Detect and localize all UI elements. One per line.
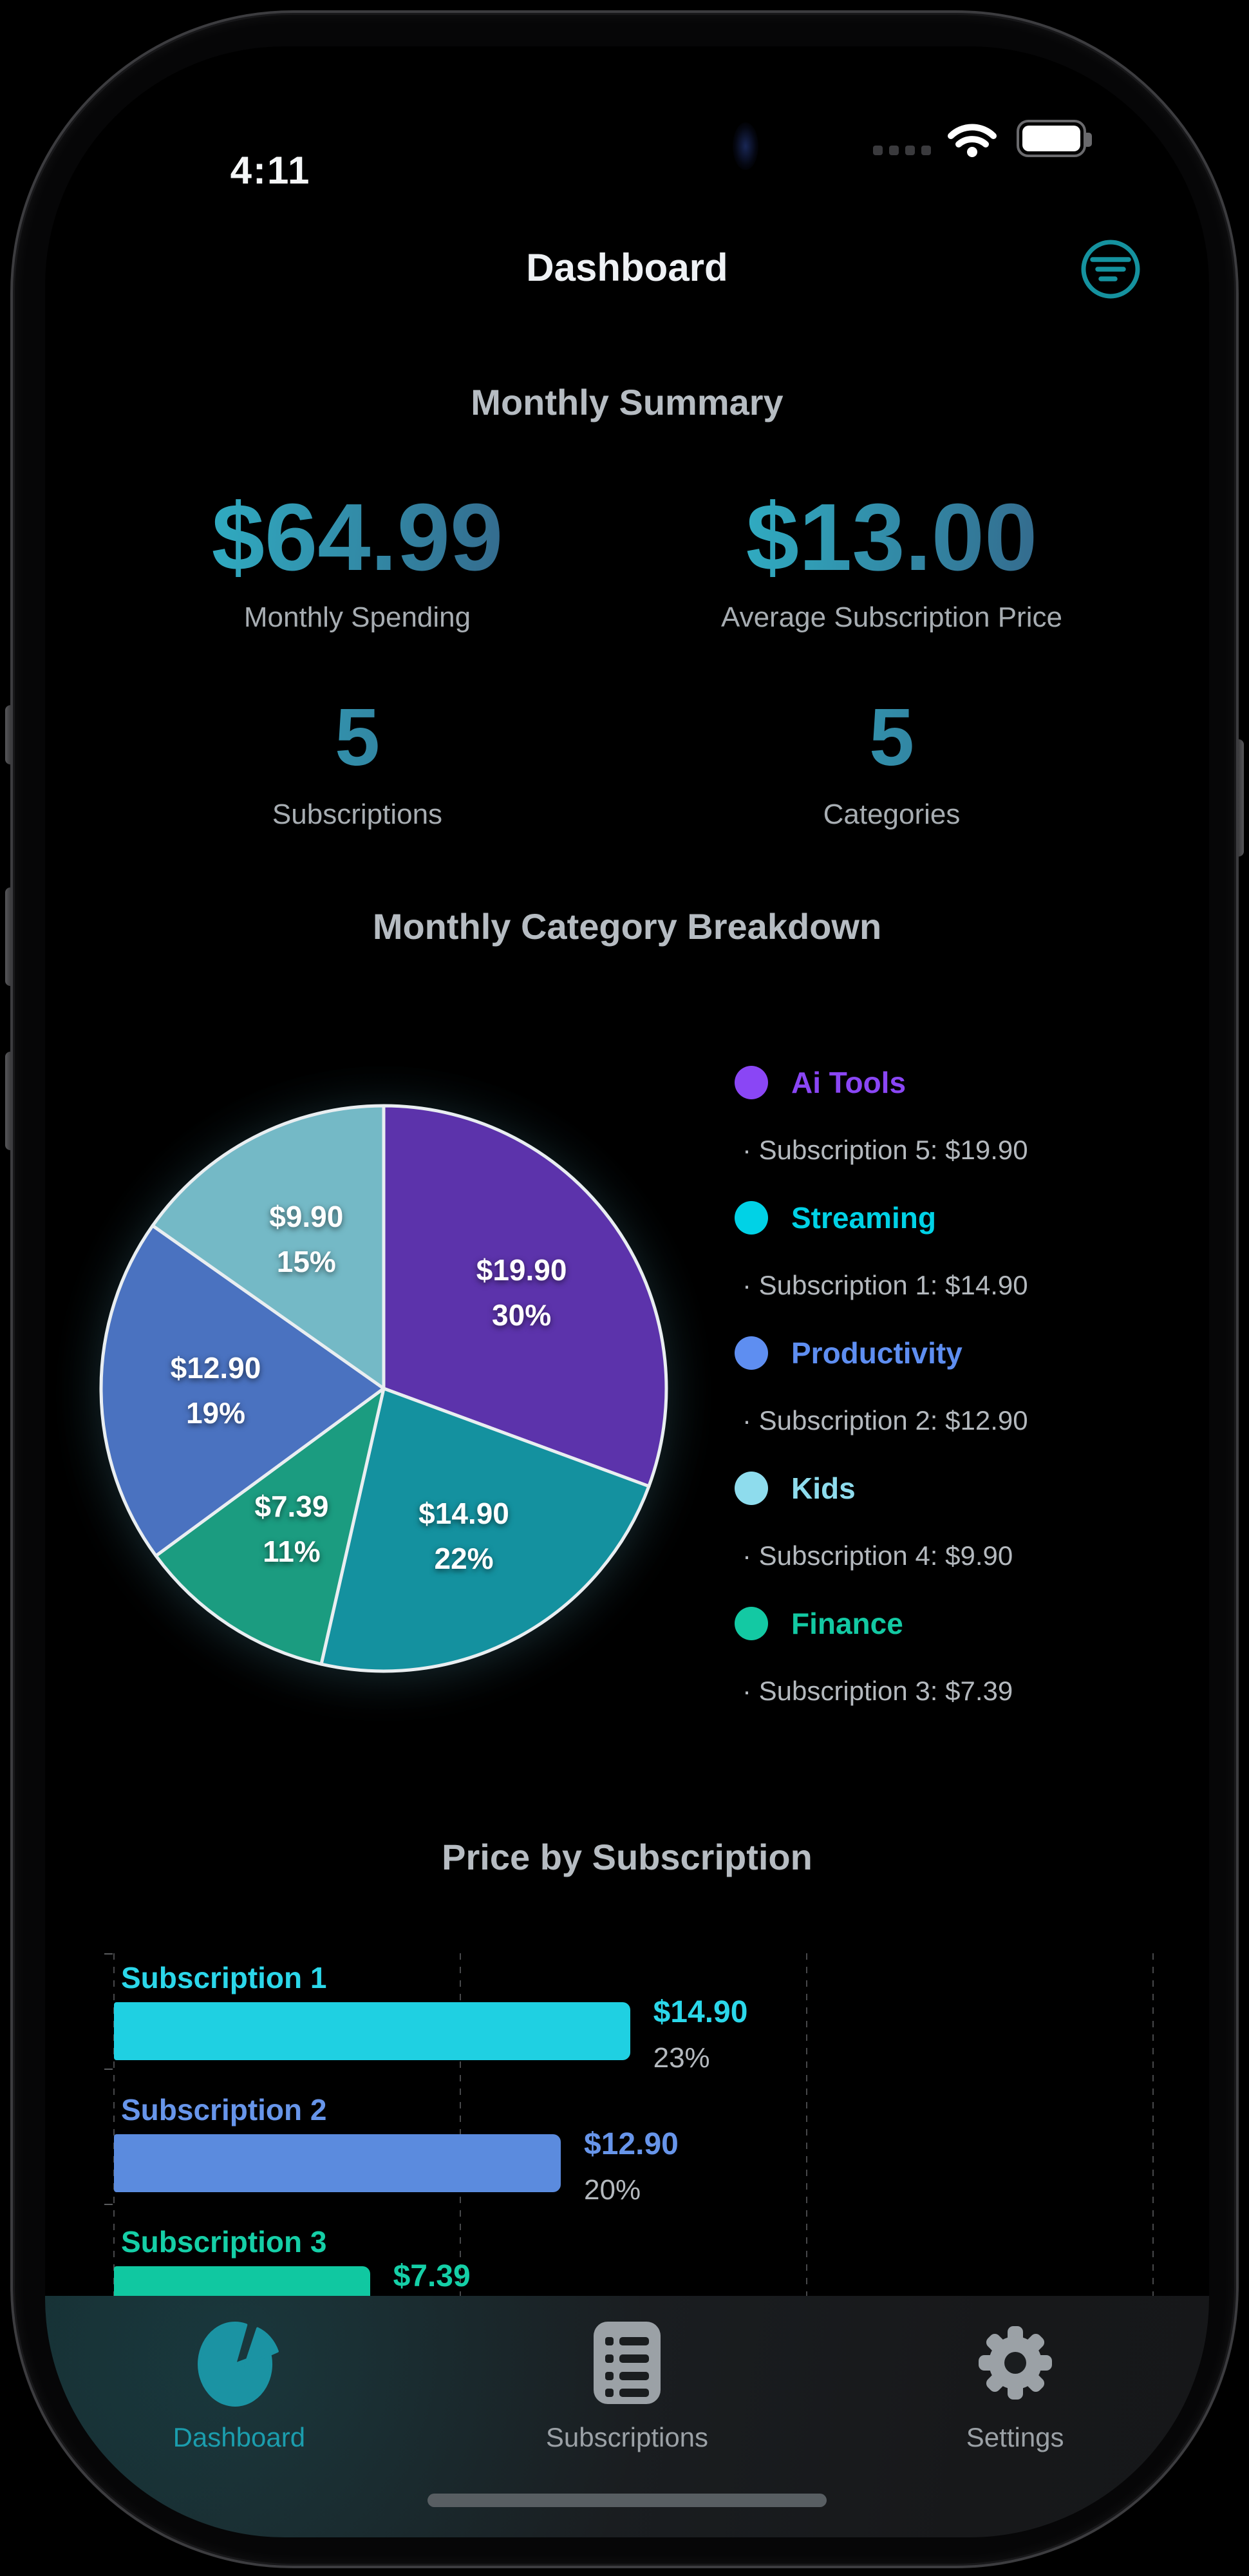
gridline [1152,1953,1154,2301]
stat-categories-count: 5 Categories [634,697,1149,831]
bar-row-label: Subscription 2 [121,2093,327,2126]
legend-subscription-detail: · Subscription 3: $7.39 [742,1676,1013,1706]
pie-chart-icon [196,2314,281,2412]
tab-dashboard[interactable]: Dashboard [45,2314,433,2537]
legend-category-label: Productivity [791,1336,963,1370]
axis-tick [104,2069,113,2070]
cellular-signal-icon [873,146,931,155]
stat-value: $64.99 [100,489,615,586]
stat-value: 5 [634,697,1149,778]
stat-label: Monthly Spending [243,601,471,633]
stat-value: 5 [100,697,615,778]
bar-subscription-1[interactable] [114,2002,630,2060]
bar-row-label: Subscription 1 [121,1961,327,1994]
stat-label: Subscriptions [272,799,443,830]
pie-slice-ai-tools[interactable] [382,1104,668,1488]
bar-percent-label: 23% [653,2042,710,2074]
bar-chart: Subscription 1 $14.90 23% Subscription 2 $12… [45,1953,1209,2340]
stat-label: Average Subscription Price [721,601,1062,633]
legend-subscription-detail: · Subscription 2: $12.90 [742,1405,1028,1435]
gridline [113,1953,115,2301]
stat-average-price: $13.00 Average Subscription Price [634,489,1149,634]
legend-category-label: Ai Tools [791,1066,906,1099]
breakdown-title: Monthly Category Breakdown [372,906,882,947]
legend-item-streaming: Streaming [735,1197,936,1238]
pie-slice-productivity[interactable] [99,1224,386,1558]
legend-dot [735,1472,768,1505]
pie-slice-finance[interactable] [154,1387,386,1666]
bar-value-label: $14.90 [653,1995,748,2029]
stat-monthly-spending: $64.99 Monthly Spending [100,489,615,634]
gridline [460,1953,461,2301]
phone-frame: 4:11 Dashboard Monthly Summary $64.99 Mo… [10,10,1239,2568]
summary-title: Monthly Summary [471,382,784,422]
stat-label: Categories [823,799,961,830]
status-time: 4:11 [230,149,311,192]
tab-label: Settings [966,2422,1064,2452]
legend-item-finance: Finance [735,1603,903,1644]
page-title: Dashboard [526,246,728,289]
tab-label: Dashboard [173,2422,306,2452]
bar-value-label: $12.90 [584,2127,679,2161]
pie-slice-streaming[interactable] [319,1387,651,1673]
legend-subscription-detail: · Subscription 4: $9.90 [742,1540,1013,1571]
list-icon [588,2314,666,2412]
filter-button[interactable] [1078,237,1143,301]
stat-value: $13.00 [634,489,1149,586]
bar-subscription-2[interactable] [114,2134,561,2192]
axis-tick [104,2204,113,2205]
axis-tick [104,1953,113,1955]
legend-item-ai-tools: Ai Tools [735,1062,906,1103]
front-camera [733,122,758,170]
legend-dot [735,1336,768,1370]
bar-row-label: Subscription 3 [121,2225,327,2259]
legend-dot [735,1201,768,1235]
legend-category-label: Kids [791,1472,856,1505]
legend-category-label: Streaming [791,1201,936,1235]
stat-subscriptions-count: 5 Subscriptions [100,697,615,831]
home-indicator[interactable] [427,2494,827,2507]
legend-subscription-detail: · Subscription 1: $14.90 [742,1270,1028,1300]
wifi-icon [948,124,997,157]
tab-settings[interactable]: Settings [821,2314,1209,2537]
gear-icon [973,2314,1057,2412]
battery-icon [1017,120,1092,157]
phone-screen: 4:11 Dashboard Monthly Summary $64.99 Mo… [45,46,1209,2537]
legend-item-kids: Kids [735,1468,856,1509]
tab-subscriptions[interactable]: Subscriptions [433,2314,822,2537]
pie-slice-kids[interactable] [151,1104,386,1390]
legend-item-productivity: Productivity [735,1332,963,1374]
price-chart-title: Price by Subscription [442,1837,812,1877]
gridline [806,1953,807,2301]
legend-category-label: Finance [791,1607,903,1640]
legend-dot [735,1607,768,1640]
bar-percent-label: 20% [584,2174,641,2206]
legend-subscription-detail: · Subscription 5: $19.90 [742,1135,1028,1165]
legend-dot [735,1066,768,1099]
filter-lines-icon [1081,240,1140,299]
pie-chart [99,1104,668,1673]
bar-value-label: $7.39 [393,2259,471,2293]
tab-label: Subscriptions [545,2422,709,2452]
